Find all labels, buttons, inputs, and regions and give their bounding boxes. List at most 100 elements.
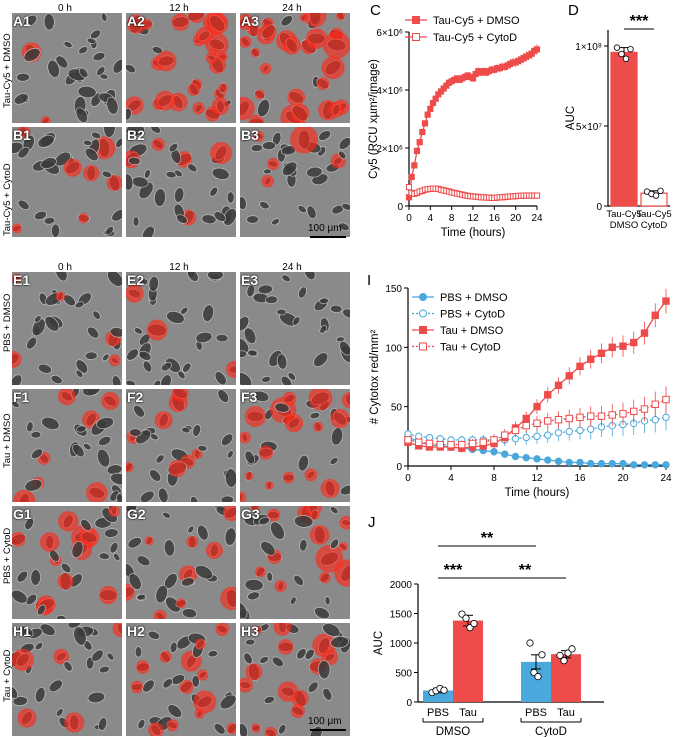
red-signal xyxy=(254,89,265,100)
cell xyxy=(33,210,47,221)
cell xyxy=(71,540,84,559)
data-point xyxy=(544,456,552,464)
cell xyxy=(211,167,230,180)
cell xyxy=(293,515,314,528)
cell xyxy=(92,52,106,62)
data-point xyxy=(468,439,477,448)
cell xyxy=(75,425,87,433)
red-signal xyxy=(130,680,144,694)
red-signal xyxy=(282,471,295,484)
cell xyxy=(126,63,136,74)
red-signal xyxy=(251,723,261,733)
data-point xyxy=(613,44,621,51)
legend-entry: Tau-Cy5 + DMSO xyxy=(405,15,520,27)
red-signal xyxy=(287,88,306,107)
cell xyxy=(297,286,307,299)
cell xyxy=(39,623,56,636)
cell xyxy=(26,336,38,350)
cell xyxy=(165,171,177,179)
data-point xyxy=(597,349,606,357)
legend-entry: PBS + CytoD xyxy=(412,309,505,321)
cell xyxy=(306,166,323,178)
data-point xyxy=(576,426,584,435)
cell xyxy=(258,516,271,526)
data-point xyxy=(560,657,568,665)
data-point xyxy=(556,651,564,659)
red-signal xyxy=(64,712,85,733)
cell xyxy=(313,352,329,367)
x-tick-label: 12 xyxy=(531,473,543,484)
red-signal xyxy=(154,411,173,430)
scale-bar-label: 100 μm xyxy=(308,223,342,234)
red-signal xyxy=(254,566,266,578)
legend-entry: PBS + DMSO xyxy=(412,292,508,304)
cell xyxy=(207,650,219,658)
red-signal xyxy=(304,13,327,28)
red-signal xyxy=(290,103,310,123)
scale-bar xyxy=(310,729,346,731)
cell xyxy=(197,444,208,452)
cell xyxy=(338,137,350,150)
data-point xyxy=(501,431,509,439)
cell xyxy=(111,375,122,385)
red-signal xyxy=(106,175,122,191)
cell xyxy=(270,521,285,540)
red-signal xyxy=(126,284,144,303)
red-signal xyxy=(99,585,118,605)
cell xyxy=(168,143,179,153)
cell xyxy=(209,186,219,197)
red-signal xyxy=(260,23,277,40)
cell xyxy=(43,13,55,31)
cell xyxy=(261,141,277,151)
cell xyxy=(142,360,153,373)
red-signal xyxy=(226,360,236,379)
data-point xyxy=(630,407,638,416)
red-signal xyxy=(192,102,205,115)
red-signal xyxy=(319,571,331,584)
cell xyxy=(280,375,293,385)
cell xyxy=(92,310,101,320)
cell xyxy=(113,552,121,562)
data-point xyxy=(447,440,455,449)
y-tick-label: 1500 xyxy=(390,610,413,621)
data-point xyxy=(597,412,606,420)
cell xyxy=(197,524,209,541)
red-signal xyxy=(39,532,60,552)
cell xyxy=(96,448,111,468)
cell xyxy=(240,350,248,358)
legend-label: PBS + DMSO xyxy=(440,292,508,304)
y-tick-label: 5×10⁷ xyxy=(576,122,603,133)
cell xyxy=(292,316,301,326)
cell xyxy=(126,379,136,385)
cell xyxy=(306,205,317,220)
data-point xyxy=(627,46,634,53)
data-point xyxy=(619,410,627,418)
cell xyxy=(186,272,199,282)
cell xyxy=(34,642,44,651)
series xyxy=(404,386,670,449)
red-signal xyxy=(176,598,186,609)
data-point xyxy=(538,651,546,659)
cell xyxy=(31,318,46,337)
red-signal xyxy=(338,542,348,552)
micrograph-panel: E1 xyxy=(12,272,122,385)
red-signal xyxy=(274,580,287,593)
data-point xyxy=(415,438,423,446)
red-signal xyxy=(240,96,255,121)
y-tick-label: 500 xyxy=(395,669,412,680)
cell xyxy=(86,37,96,45)
panel-label: E1 xyxy=(13,272,31,288)
cell xyxy=(63,41,73,49)
x-tick-label: CytoD xyxy=(641,220,668,231)
red-signal xyxy=(222,506,236,522)
panel-label: E3 xyxy=(241,272,259,288)
bar xyxy=(423,690,453,702)
data-point xyxy=(565,458,573,467)
data-point xyxy=(554,457,563,465)
data-point xyxy=(651,400,659,408)
cell xyxy=(82,443,92,451)
cell xyxy=(98,552,110,560)
cell xyxy=(163,539,175,557)
cell xyxy=(12,400,20,409)
cell xyxy=(166,310,185,324)
